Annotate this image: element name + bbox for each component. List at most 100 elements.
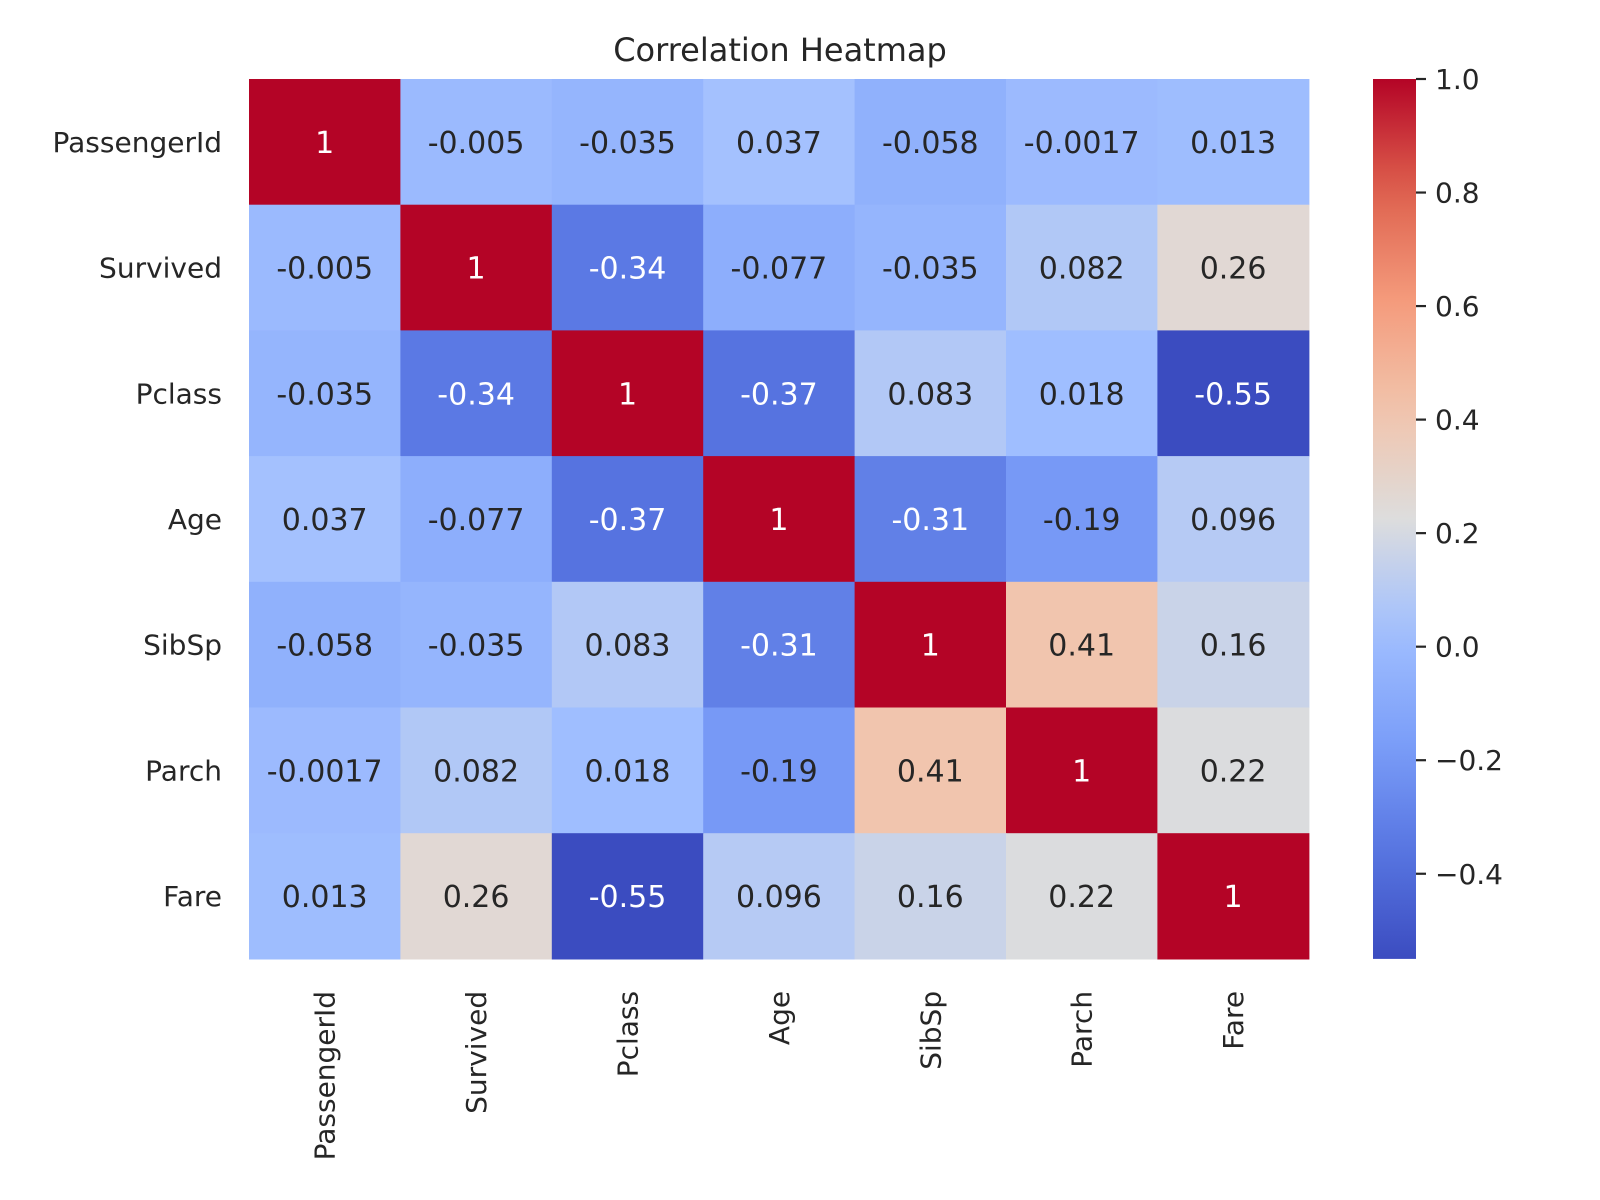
cell-value-label: -0.55 [1194,377,1272,412]
row-tick-label: Age [168,503,222,536]
cell-value-label: -0.077 [428,503,525,538]
colorbar: 1.0 0.8 0.6 0.4 0.2 0.0 −0.2 −0.4 [1373,63,1503,959]
heatmap-cell [1006,330,1158,457]
row-tick-label: Pclass [136,377,222,410]
cell-value-label: 1 [467,252,486,287]
heatmap-cell [703,330,856,457]
column-tick-label: SibSp [914,991,947,1070]
heatmap-cell [551,204,704,331]
heatmap-cell [703,581,856,709]
heatmap-cell [854,330,1007,457]
cell-value-label: -0.0017 [1024,126,1140,161]
cell-value-label: -0.035 [276,377,373,412]
row-tick-label: SibSp [143,629,222,662]
heatmap-cell [1157,581,1310,709]
cell-value-label: 0.037 [736,126,822,161]
cell-value-label: -0.035 [882,252,979,287]
heatmap-cell [854,581,1007,709]
heatmap-cell [249,581,401,709]
cell-value-label: 1 [921,629,940,664]
cell-value-label: -0.34 [589,252,667,287]
cell-value-label: 0.16 [1200,629,1267,664]
cell-value-label: 0.013 [282,880,368,915]
heatmap-cell [703,204,856,331]
cell-value-label: -0.077 [731,252,828,287]
cell-value-label: 0.26 [443,880,510,915]
column-tick-label: Parch [1066,991,1099,1068]
heatmap-cell [551,707,704,834]
heatmap-cell [249,204,401,331]
heatmap-cell [1006,707,1158,834]
heatmap-cell [1006,581,1158,709]
colorbar-tick-label: −0.2 [1435,744,1503,777]
heatmap-cell [1006,204,1158,331]
cell-value-label: 0.037 [282,503,368,538]
colorbar-gradient [1373,79,1416,959]
cell-value-label: 1 [769,503,788,538]
heatmap-cell [551,330,704,457]
cell-value-label: -0.37 [740,377,818,412]
cell-value-label: -0.19 [740,754,818,789]
heatmap-cell [703,456,856,583]
cell-value-label: -0.34 [437,377,515,412]
cell-value-label: -0.035 [428,629,525,664]
heatmap-cell [249,79,401,206]
cell-value-label: 0.082 [433,754,519,789]
cell-value-label: 1 [315,126,334,161]
colorbar-tick-label: 0.0 [1435,631,1480,664]
row-tick-label: Parch [145,754,222,787]
heatmap-cell [400,456,553,583]
heatmap-cell [854,833,1007,960]
heatmap-cell [249,707,401,834]
heatmap-cell [249,456,401,583]
heatmap-cell [551,456,704,583]
row-tick-labels: PassengerId Survived Pclass Age SibSp Parch Fa… [53,126,222,913]
cell-value-label: -0.31 [740,629,818,664]
cell-value-label: 0.018 [1039,377,1125,412]
column-tick-label: Pclass [612,991,645,1077]
heatmap-cell [400,330,553,457]
cell-value-label: 0.41 [897,754,964,789]
chart-title: Correlation Heatmap [613,31,947,69]
cell-value-label: -0.31 [891,503,969,538]
heatmap-cell [551,833,704,960]
cell-value-label: -0.0017 [267,754,383,789]
cell-value-label: 0.013 [1190,126,1276,161]
heatmap-cell [854,456,1007,583]
heatmap-cell [400,707,553,834]
cell-value-label: -0.035 [579,126,676,161]
cell-value-label: 1 [1224,880,1243,915]
heatmap-cell [400,204,553,331]
cell-value-label: 0.096 [1190,503,1276,538]
cell-value-label: -0.55 [589,880,667,915]
heatmap-cell [551,581,704,709]
heatmap-cell [400,581,553,709]
cell-value-label: 0.083 [585,629,671,664]
heatmap-cell [551,79,704,206]
cell-value-label: -0.005 [428,126,525,161]
cell-value-label: -0.058 [276,629,373,664]
heatmap-cell [703,79,856,206]
heatmap-cell [1157,204,1310,331]
heatmap-cell [1157,456,1310,583]
heatmap-cell [400,79,553,206]
heatmap-cell [1006,456,1158,583]
heatmap-cell [1006,833,1158,960]
heatmap-cell [703,707,856,834]
colorbar-tick-label: 0.4 [1435,404,1480,437]
cell-value-label: -0.058 [882,126,979,161]
column-tick-label: Age [763,991,796,1045]
heatmap-cell [854,707,1007,834]
cell-value-label: -0.19 [1043,503,1121,538]
colorbar-tick-label: 0.8 [1435,177,1480,210]
cell-value-label: 1 [1072,754,1091,789]
cell-value-label: 0.096 [736,880,822,915]
heatmap-cell [1006,79,1158,206]
row-tick-label: Fare [163,880,222,913]
row-tick-label: PassengerId [53,126,222,159]
column-tick-label: Survived [460,991,493,1114]
colorbar-tick-label: 0.6 [1435,290,1480,323]
column-tick-label: Fare [1217,991,1250,1050]
heatmap-cells: 1 -0.005 -0.035 0.037 -0.058 -0.0017 0.013 -0.0… [249,79,1310,960]
cell-value-label: -0.005 [276,252,373,287]
